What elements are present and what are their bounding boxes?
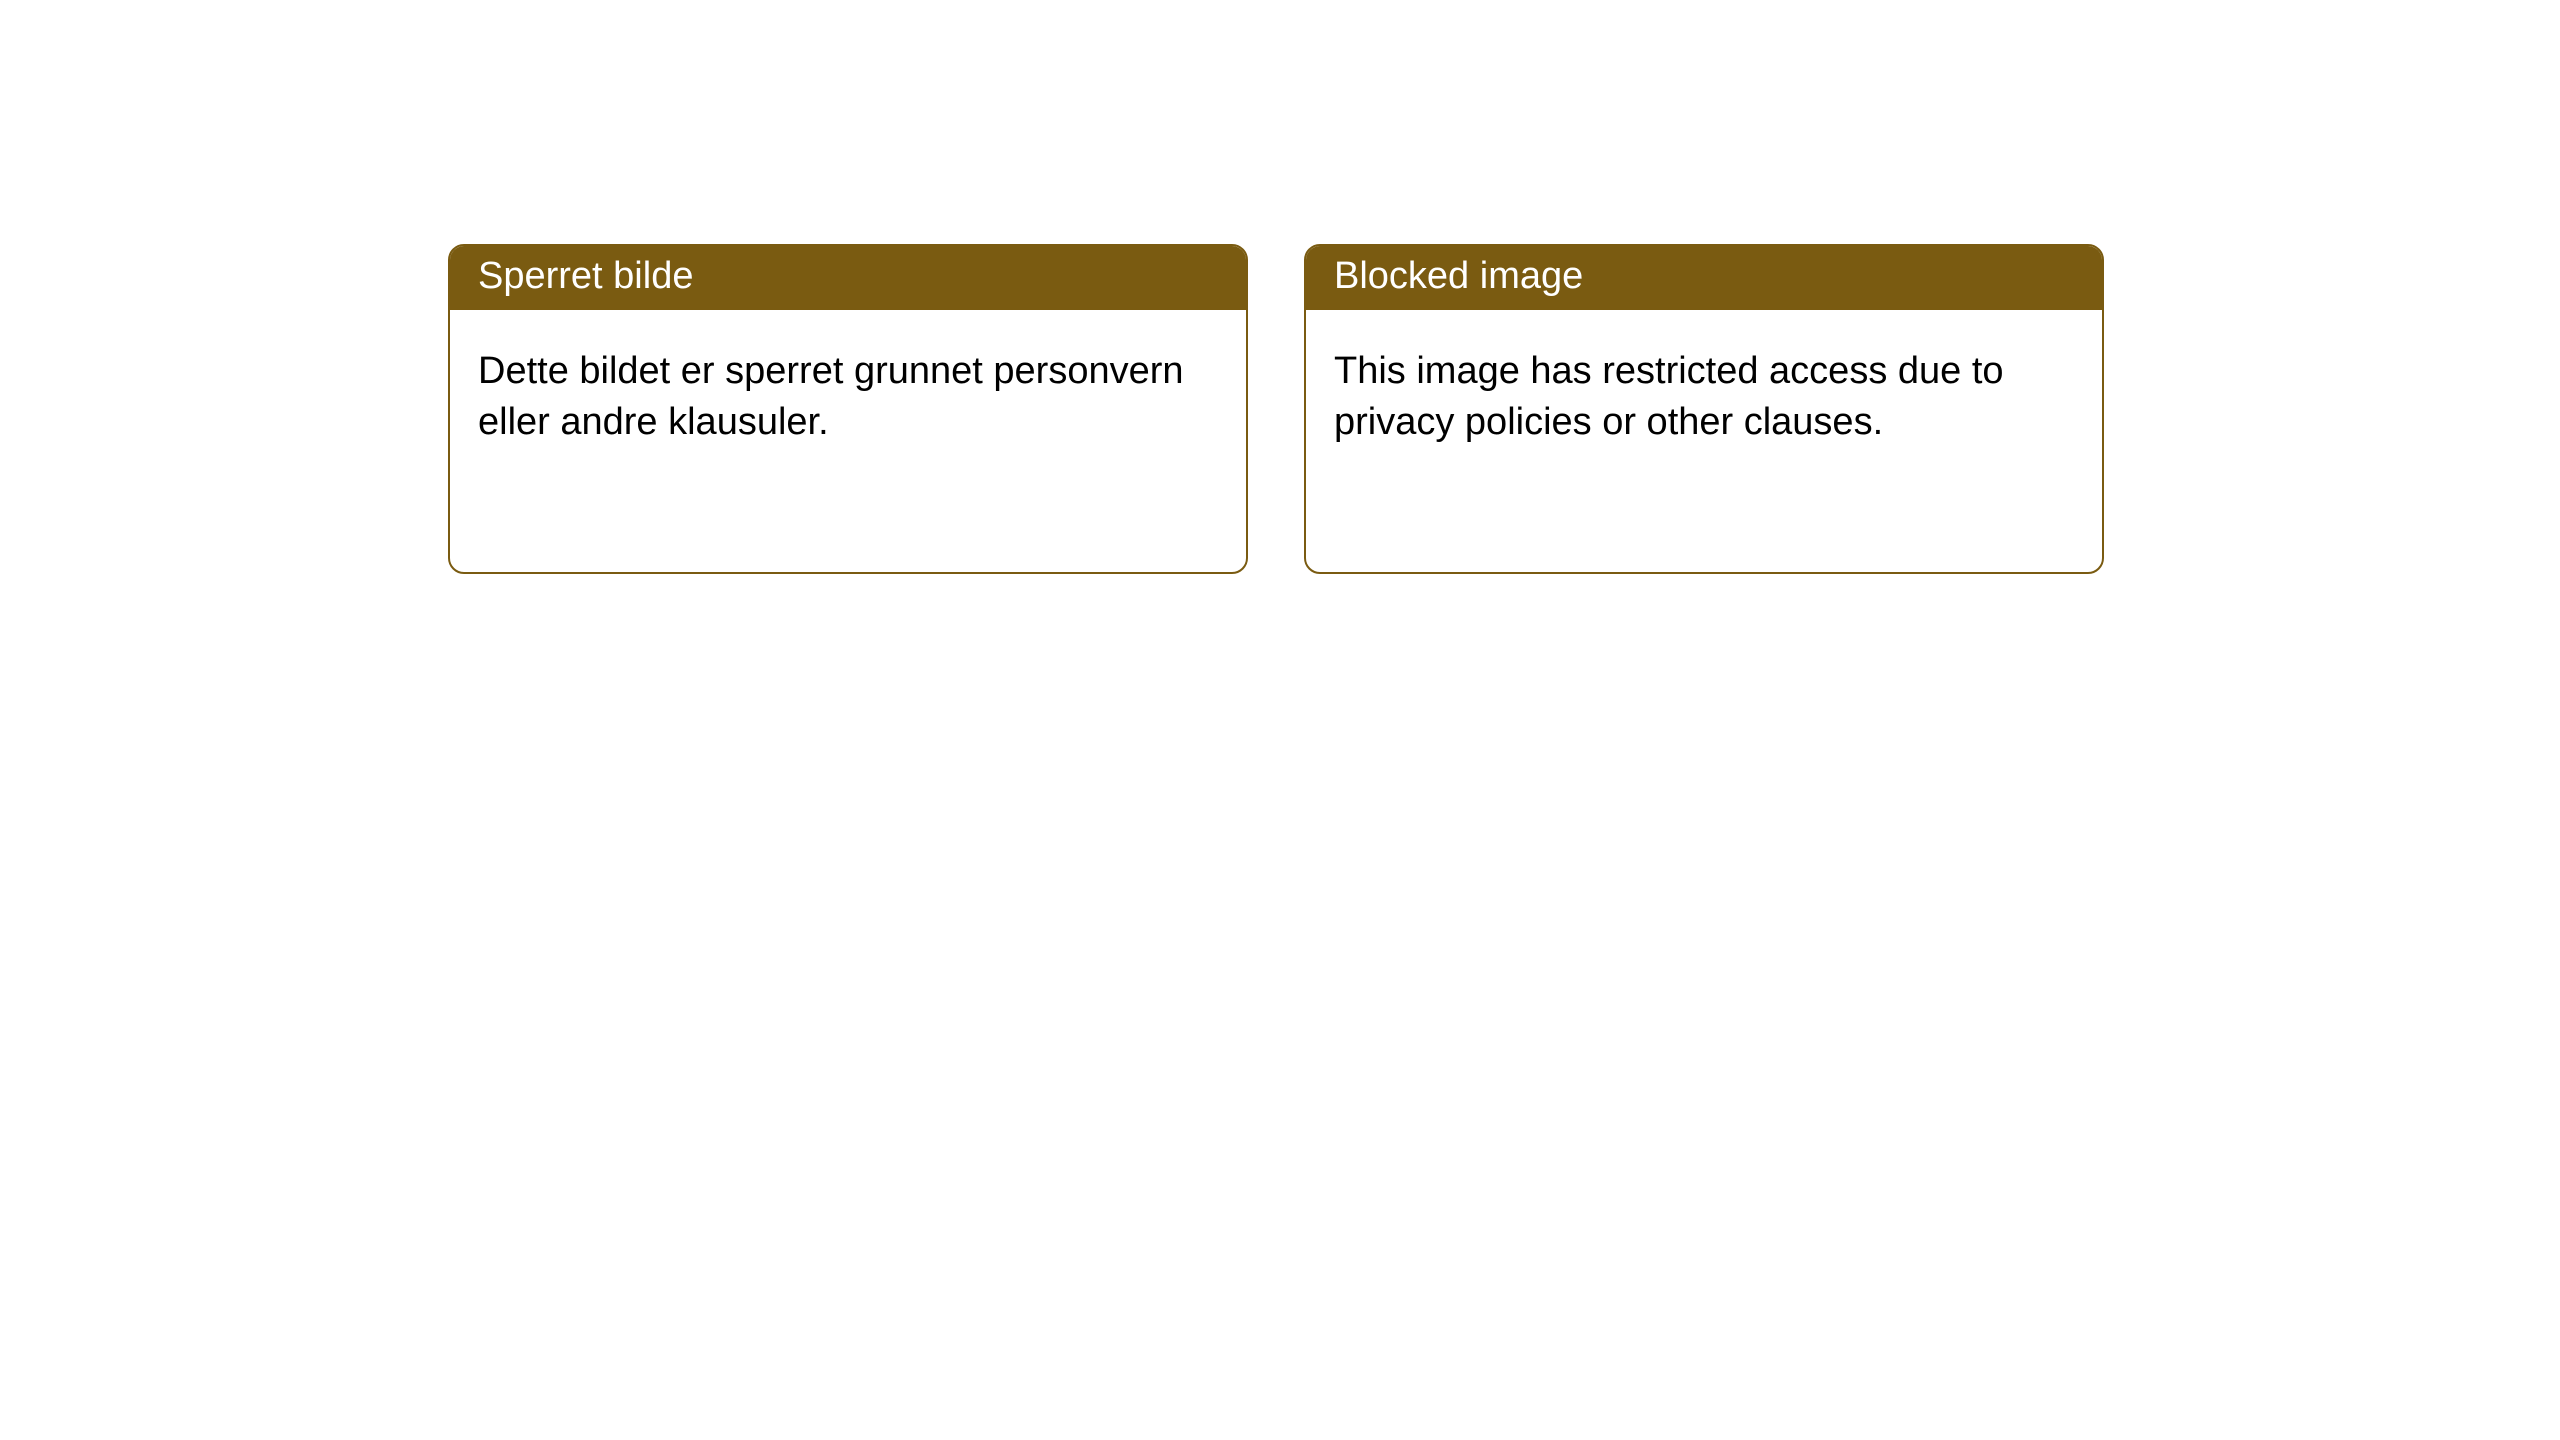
- card-body: This image has restricted access due to …: [1306, 310, 2102, 477]
- card-title: Sperret bilde: [478, 255, 693, 297]
- notice-container: Sperret bilde Dette bildet er sperret gr…: [448, 244, 2104, 574]
- card-body: Dette bildet er sperret grunnet personve…: [450, 310, 1246, 477]
- card-title: Blocked image: [1334, 255, 1583, 297]
- card-header: Blocked image: [1306, 246, 2102, 310]
- card-message: This image has restricted access due to …: [1334, 350, 2004, 443]
- card-header: Sperret bilde: [450, 246, 1246, 310]
- card-message: Dette bildet er sperret grunnet personve…: [478, 350, 1184, 443]
- blocked-image-card-norwegian: Sperret bilde Dette bildet er sperret gr…: [448, 244, 1248, 574]
- blocked-image-card-english: Blocked image This image has restricted …: [1304, 244, 2104, 574]
